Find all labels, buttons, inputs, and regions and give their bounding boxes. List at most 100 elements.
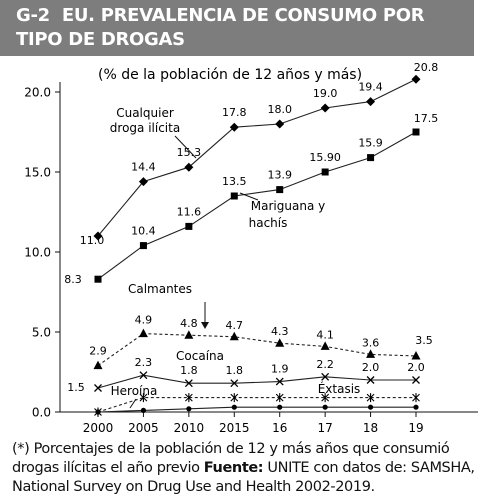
series-3-marker <box>320 341 330 350</box>
annotation-cocaina: Cocaína <box>176 349 224 363</box>
series-6-marker <box>186 406 192 412</box>
footnote: (*) Porcentajes de la población de 12 y … <box>12 440 490 497</box>
data-label: 17.5 <box>414 112 439 125</box>
data-label: 4.9 <box>135 314 153 327</box>
data-label: 1.8 <box>180 364 198 377</box>
series-4-marker <box>412 376 420 384</box>
data-label: 20.8 <box>414 61 439 74</box>
data-label: 15.9 <box>358 137 383 150</box>
series-3-marker <box>138 328 148 338</box>
series-3-marker <box>184 330 194 339</box>
series-4-line <box>97 374 416 389</box>
data-label: 15.90 <box>309 151 341 164</box>
series-2-marker <box>321 168 329 176</box>
chart-title: G-2 EU. PREVALENCIA DE CONSUMO POR TIPO D… <box>16 4 466 52</box>
data-label: 15.3 <box>177 146 202 159</box>
footnote-source-label: Fuente: <box>203 460 264 476</box>
data-label: 4.8 <box>180 317 198 330</box>
annotation-mariguana: Mariguana y <box>251 199 325 213</box>
series-1-line <box>97 78 417 237</box>
data-label: 18.0 <box>267 103 292 116</box>
x-tick-label: 2015 <box>219 421 250 435</box>
data-label: 14.4 <box>131 161 156 174</box>
data-label: 11.6 <box>177 205 202 218</box>
data-label: 1.9 <box>271 363 289 376</box>
series-3-marker <box>229 331 239 341</box>
series-4-marker <box>275 377 284 386</box>
series-1-marker <box>93 231 103 241</box>
line-chart: (% de la población de 12 años y más) 0.0… <box>24 61 478 435</box>
series-2-line <box>97 131 417 280</box>
data-label: 10.4 <box>131 225 156 238</box>
series-4-marker <box>94 384 102 392</box>
series-lines <box>97 78 417 413</box>
series-2-marker <box>185 222 193 230</box>
y-tick-label: 10.0 <box>24 246 51 260</box>
series-4-marker <box>321 372 330 381</box>
data-label: 13.9 <box>267 169 292 182</box>
annotation-cualquier: droga ilícita <box>110 121 180 135</box>
data-label: 4.1 <box>316 328 334 341</box>
annotation-arrowhead <box>201 322 209 329</box>
data-label: 4.7 <box>226 319 244 332</box>
series-2-marker <box>139 242 147 250</box>
series-markers <box>93 74 421 417</box>
series-4-marker <box>139 371 148 380</box>
annotation-heroina: Heroína <box>111 384 158 398</box>
annotation-mariguana: hachís <box>249 216 288 230</box>
data-label: 4.3 <box>271 325 289 338</box>
chart-title-text: EU. PREVALENCIA DE CONSUMO POR TIPO DE D… <box>16 5 425 50</box>
series-4-marker <box>366 376 375 384</box>
data-label: 13.5 <box>222 175 247 188</box>
chart-code: G-2 <box>16 5 50 26</box>
series-6-marker <box>413 404 419 410</box>
annotation-arrow <box>174 135 197 159</box>
data-labels: 11.0 14.4 15.3 17.8 18.0 19.0 19.4 20.8 8.3 10.4 1… <box>64 61 438 394</box>
series-2-marker <box>412 128 420 136</box>
x-tick-label: 2000 <box>83 421 114 435</box>
series-3-marker <box>366 349 376 358</box>
y-tick-label: 15.0 <box>24 166 51 180</box>
series-6-marker <box>367 404 374 410</box>
x-tick-label: 19 <box>408 421 423 435</box>
series-3-marker <box>93 360 103 370</box>
series-6-marker <box>322 404 328 410</box>
series-6-marker <box>277 404 283 410</box>
series-4-marker <box>230 379 239 388</box>
data-label: 3.5 <box>415 334 433 347</box>
series-1-marker <box>229 122 239 132</box>
series-3-marker <box>411 351 421 360</box>
chart-subtitle: (% de la población de 12 años y más) <box>98 67 362 83</box>
series-1-marker <box>275 119 285 129</box>
data-label: 8.3 <box>64 273 82 286</box>
annotation-calmantes: Calmantes <box>128 282 192 296</box>
series-2-marker <box>367 154 375 162</box>
series-2-marker <box>230 192 238 200</box>
data-label: 19.0 <box>313 87 338 100</box>
x-tick-label: 2005 <box>128 421 159 435</box>
y-tick-label: 0.0 <box>32 406 51 420</box>
chart-axes: 0.0 5.0 10.0 15.0 20.0 2000 2005 2010 2015 16 17 18… <box>24 82 478 435</box>
series-5-marker <box>321 393 330 403</box>
footnote-source: UNITE con datos de: SAMSHA, National Sur… <box>12 460 475 495</box>
title-band: G-2 EU. PREVALENCIA DE CONSUMO POR TIPO D… <box>0 0 474 56</box>
data-label: 2.2 <box>316 358 334 371</box>
series-6-marker <box>231 404 237 410</box>
series-1-marker <box>411 74 421 84</box>
data-label: 17.8 <box>222 106 247 119</box>
series-6-line <box>97 406 416 413</box>
annotation-arrow <box>239 192 259 201</box>
series-1-marker <box>184 162 194 172</box>
x-tick-label: 2010 <box>174 421 205 435</box>
x-tick-label: 16 <box>272 421 287 435</box>
series-6-marker <box>140 407 147 413</box>
series-3-marker <box>275 338 285 347</box>
data-label: 2.9 <box>89 345 107 358</box>
series-5-marker <box>184 393 193 403</box>
data-label: 2.3 <box>135 356 153 369</box>
data-label: 2.0 <box>407 361 425 374</box>
series-2-marker <box>94 275 102 283</box>
series-5-line <box>97 397 416 413</box>
series-4-marker <box>184 379 193 388</box>
